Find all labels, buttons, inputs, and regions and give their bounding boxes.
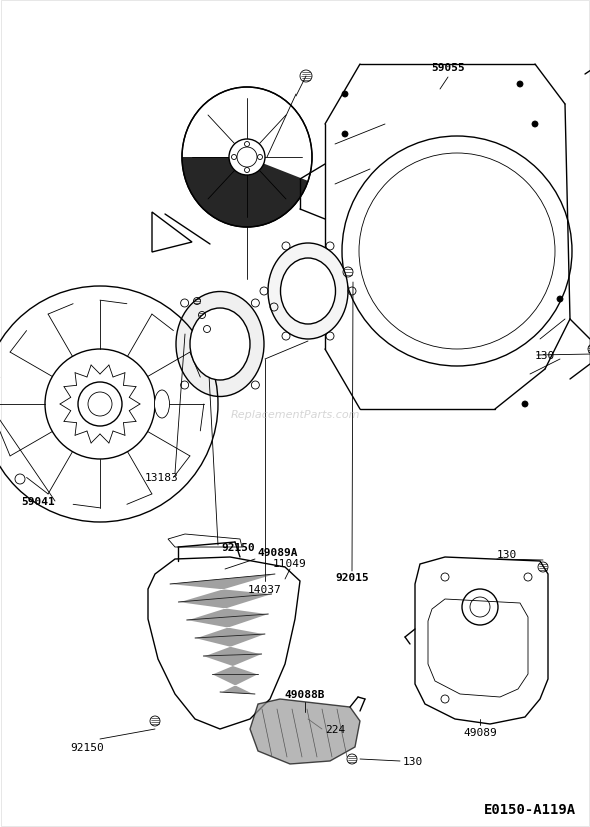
Text: 92150: 92150 <box>221 543 255 552</box>
Circle shape <box>229 140 265 176</box>
Text: 11049: 11049 <box>273 558 307 568</box>
Text: 92150: 92150 <box>70 742 104 752</box>
Text: 49089: 49089 <box>463 727 497 737</box>
Polygon shape <box>212 674 258 694</box>
Text: 49089A: 49089A <box>258 547 299 557</box>
Circle shape <box>78 383 122 427</box>
Text: 92015: 92015 <box>335 572 369 582</box>
Circle shape <box>342 92 348 98</box>
Circle shape <box>557 297 563 303</box>
Ellipse shape <box>190 308 250 380</box>
Polygon shape <box>204 654 262 674</box>
Text: ReplacementParts.com: ReplacementParts.com <box>230 409 360 419</box>
Ellipse shape <box>268 244 348 340</box>
Polygon shape <box>195 634 265 656</box>
Circle shape <box>522 402 528 408</box>
Text: 130: 130 <box>497 549 517 559</box>
Polygon shape <box>250 699 360 764</box>
Text: 224: 224 <box>325 724 345 734</box>
Polygon shape <box>170 574 275 602</box>
Text: E0150-A119A: E0150-A119A <box>484 802 576 816</box>
Circle shape <box>517 82 523 88</box>
Ellipse shape <box>280 259 336 325</box>
Circle shape <box>532 122 538 128</box>
Text: 130: 130 <box>403 756 423 766</box>
Polygon shape <box>186 614 268 638</box>
Text: 59055: 59055 <box>431 63 465 73</box>
Ellipse shape <box>155 390 169 418</box>
Text: 59041: 59041 <box>21 496 55 506</box>
Text: 14037: 14037 <box>248 585 282 595</box>
Polygon shape <box>178 595 271 620</box>
Text: 130: 130 <box>535 351 555 361</box>
Circle shape <box>342 131 348 138</box>
Text: 49088B: 49088B <box>285 689 325 699</box>
Text: 13183: 13183 <box>145 472 179 482</box>
Polygon shape <box>182 158 308 227</box>
Ellipse shape <box>176 292 264 397</box>
